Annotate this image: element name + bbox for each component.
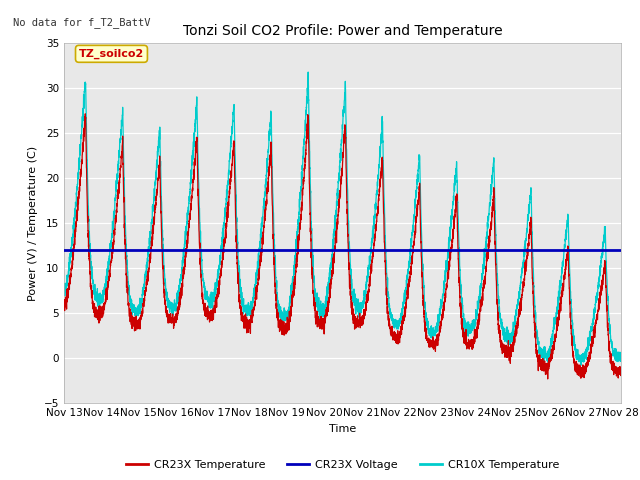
Legend: CR23X Temperature, CR23X Voltage, CR10X Temperature: CR23X Temperature, CR23X Voltage, CR10X … <box>122 456 563 474</box>
Y-axis label: Power (V) / Temperature (C): Power (V) / Temperature (C) <box>28 145 38 301</box>
Text: No data for f_T2_BattV: No data for f_T2_BattV <box>13 17 150 28</box>
Text: TZ_soilco2: TZ_soilco2 <box>79 48 144 59</box>
Title: Tonzi Soil CO2 Profile: Power and Temperature: Tonzi Soil CO2 Profile: Power and Temper… <box>182 24 502 38</box>
X-axis label: Time: Time <box>329 424 356 433</box>
